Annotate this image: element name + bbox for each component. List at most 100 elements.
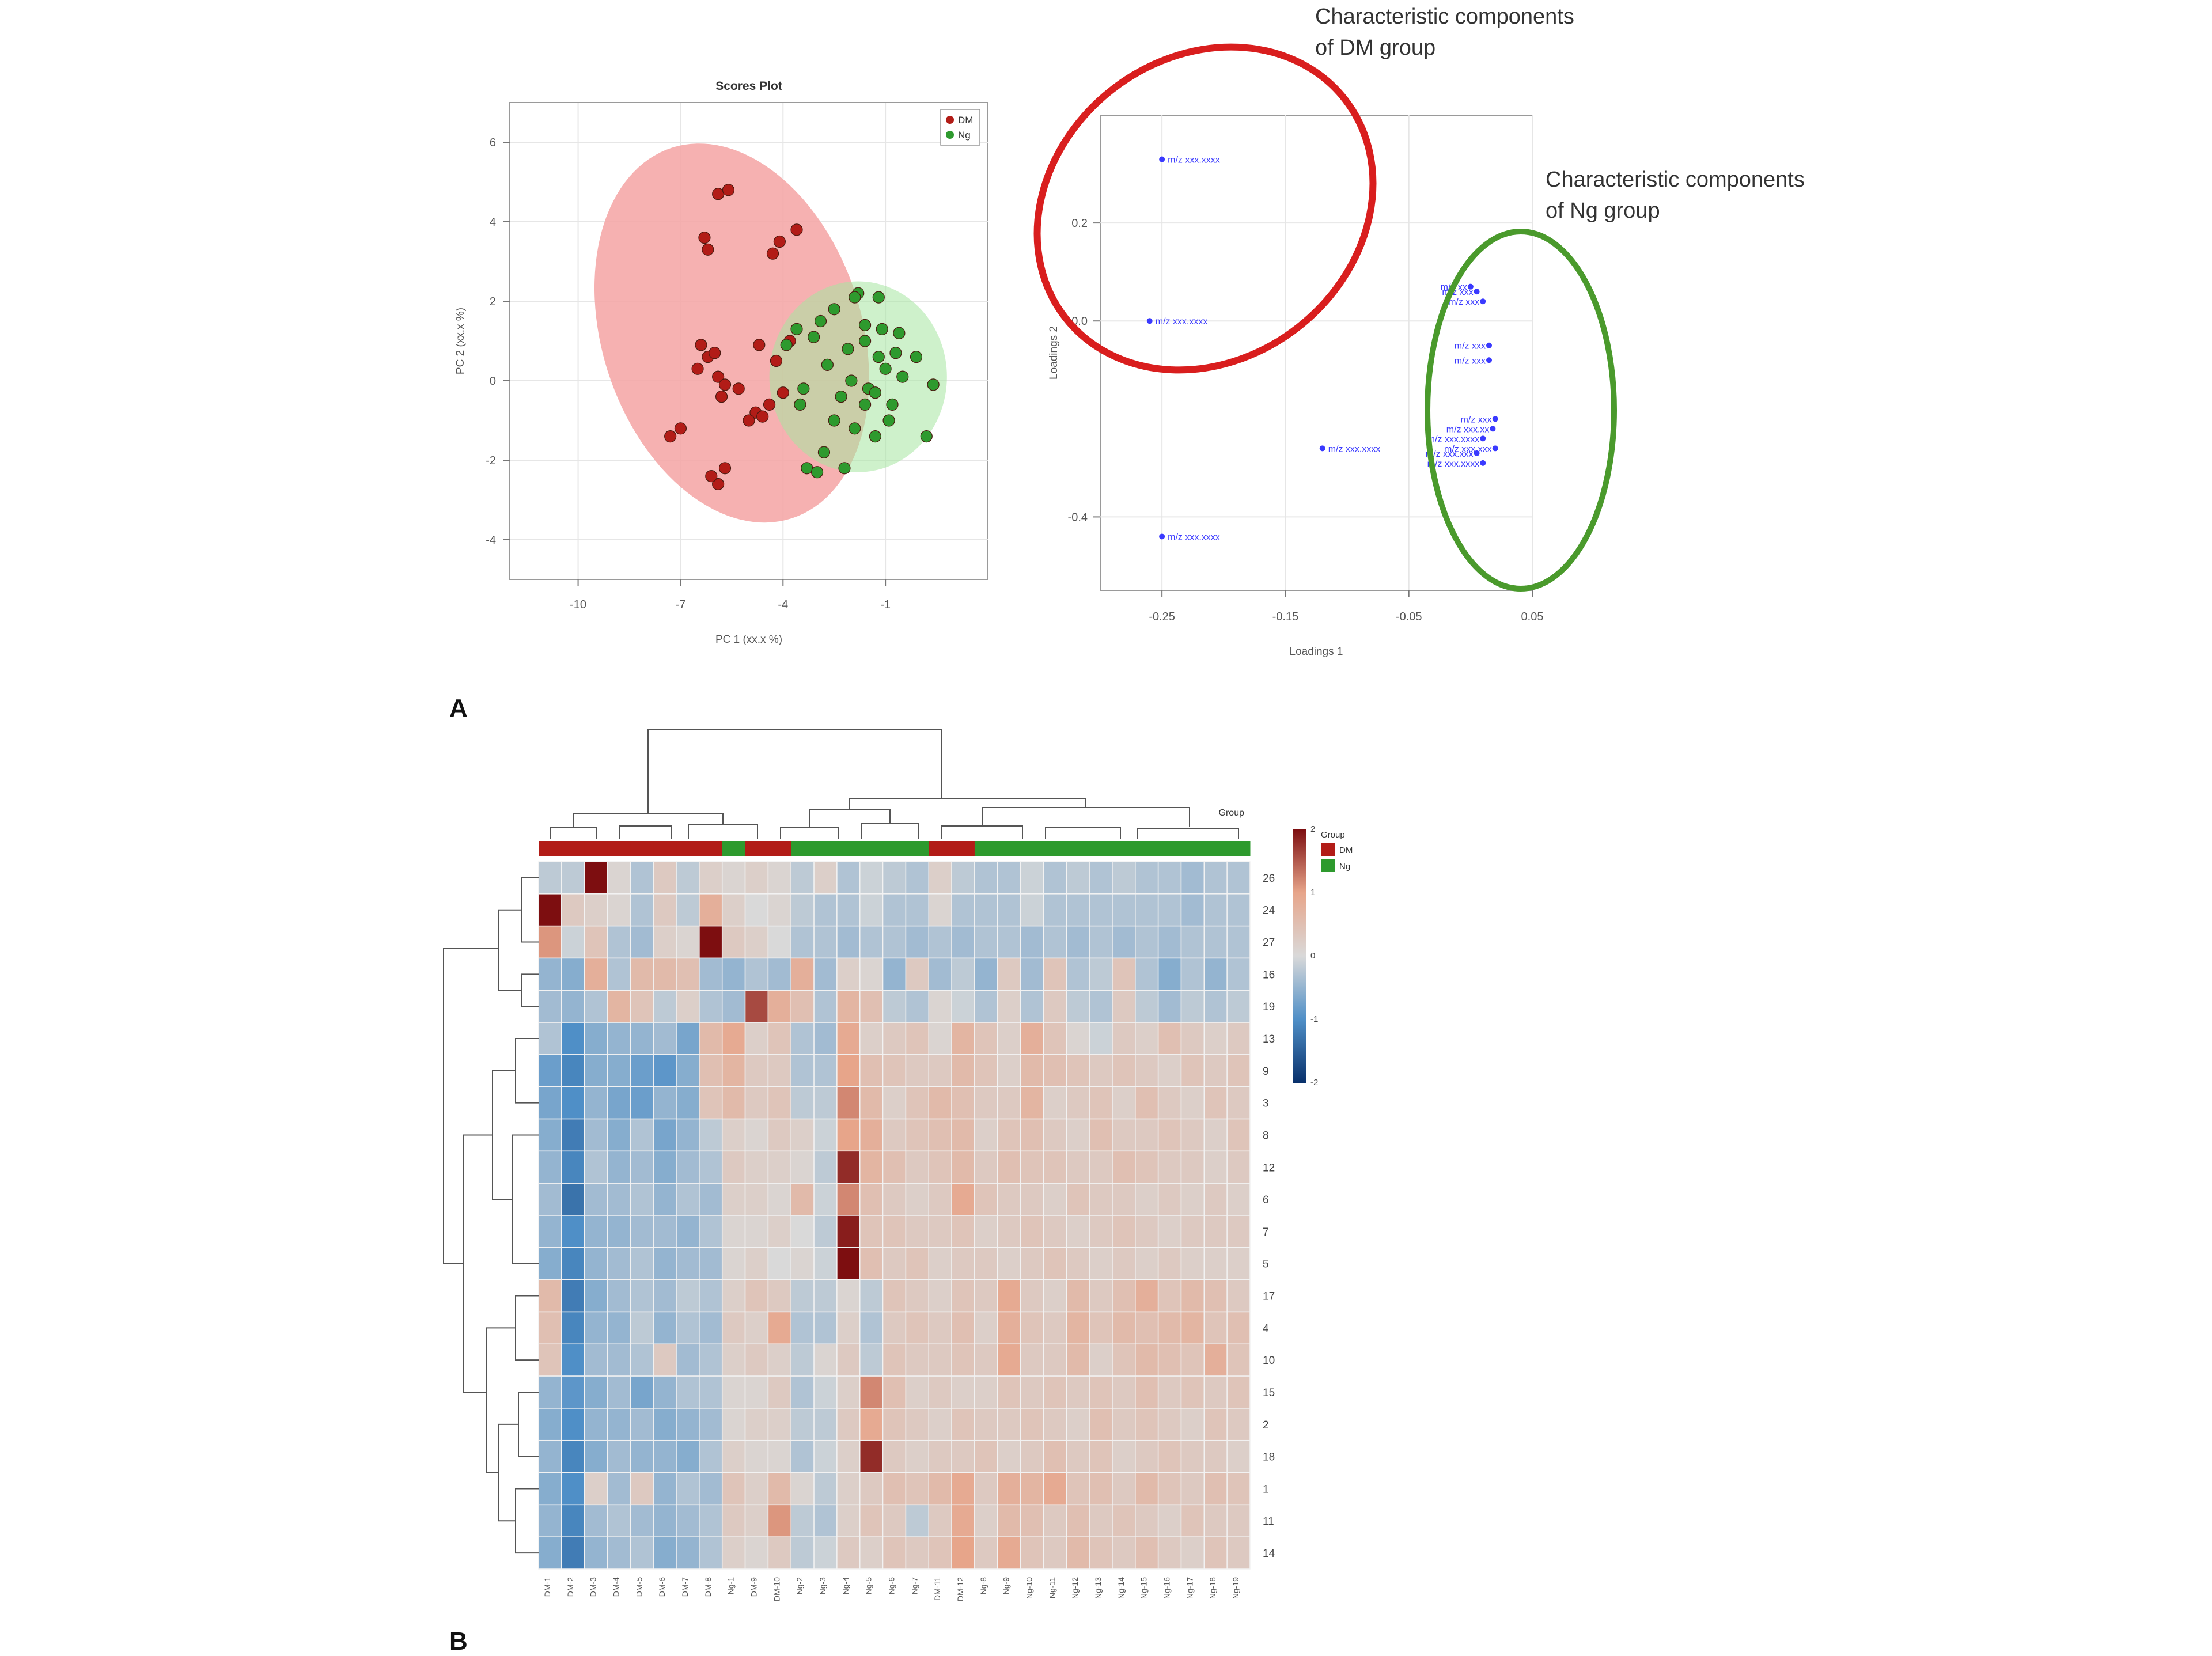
heatmap-cell	[1020, 1472, 1044, 1506]
scores-point-dm	[756, 410, 769, 423]
heatmap-cell	[997, 990, 1021, 1023]
heatmap-cell	[997, 925, 1021, 959]
heatmap-group-bar-cell	[836, 841, 861, 856]
heatmap-column-dendrogram-branch	[982, 807, 1190, 827]
heatmap-cell	[538, 1504, 562, 1537]
heatmap-cell	[538, 1215, 562, 1248]
heatmap-cell	[744, 861, 769, 895]
heatmap-column-label: Ng-7	[910, 1577, 919, 1595]
heatmap-cell	[1203, 1375, 1228, 1409]
heatmap-cell	[836, 861, 861, 895]
heatmap-cell	[790, 1279, 815, 1313]
heatmap-cell	[744, 1536, 769, 1570]
heatmap-cell	[630, 990, 654, 1023]
heatmap-cell	[928, 1215, 952, 1248]
heatmap-cell	[1020, 925, 1044, 959]
heatmap-cell	[974, 1536, 998, 1570]
heatmap-cell	[1180, 861, 1205, 895]
heatmap-cell	[859, 1215, 884, 1248]
heatmap-column-label: Ng-19	[1231, 1577, 1240, 1599]
heatmap-cell	[974, 1118, 998, 1152]
heatmap-cell	[813, 1536, 838, 1570]
heatmap-cell	[1180, 1408, 1205, 1441]
heatmap-cell	[790, 1150, 815, 1184]
dm-callout-ellipse	[1033, 43, 1377, 374]
heatmap-cell	[974, 893, 998, 927]
heatmap-cell	[1020, 893, 1044, 927]
scores-point-dm	[743, 414, 755, 427]
heatmap-cell	[721, 1215, 746, 1248]
heatmap-cell	[1157, 1022, 1182, 1055]
heatmap-cell	[1226, 1439, 1251, 1473]
heatmap-cell	[997, 1022, 1021, 1055]
panel-label-a: A	[449, 694, 468, 722]
heatmap-cell	[1226, 1215, 1251, 1248]
scores-point-dm	[674, 422, 687, 435]
heatmap-cell	[1112, 1343, 1136, 1377]
heatmap-cell	[584, 1472, 608, 1506]
loadings-point	[1474, 289, 1480, 295]
heatmap-cell	[813, 1183, 838, 1216]
heatmap-cell	[1043, 1375, 1067, 1409]
heatmap-cell	[836, 1343, 861, 1377]
heatmap-cell	[997, 893, 1021, 927]
heatmap-cell	[974, 1343, 998, 1377]
scores-point-ng	[872, 291, 885, 304]
heatmap-cell	[676, 1343, 700, 1377]
heatmap-cell	[561, 1183, 585, 1216]
heatmap-cell	[905, 1504, 930, 1537]
heatmap-cell	[790, 1408, 815, 1441]
heatmap-column-label: Ng-18	[1208, 1577, 1217, 1599]
heatmap-cell	[1226, 1504, 1251, 1537]
heatmap-cell	[1020, 1343, 1044, 1377]
heatmap-cell	[630, 1215, 654, 1248]
heatmap-cell	[653, 1504, 677, 1537]
heatmap-cell	[699, 1183, 723, 1216]
heatmap-cell	[699, 893, 723, 927]
heatmap-row-dendrogram-branch	[518, 1392, 539, 1457]
heatmap-cell	[1066, 1086, 1090, 1120]
loadings-point-label: m/z xxx.xxx	[1426, 449, 1474, 459]
heatmap-cell	[882, 1343, 907, 1377]
heatmap-cell	[607, 1183, 631, 1216]
heatmap-cell	[1226, 925, 1251, 959]
heatmap-cell	[882, 1472, 907, 1506]
heatmap-cell	[721, 1536, 746, 1570]
heatmap-cell	[1135, 1504, 1159, 1537]
heatmap-cell	[1066, 1343, 1090, 1377]
heatmap-column-dendrogram-branch	[619, 825, 672, 839]
heatmap-column-label: Ng-8	[979, 1577, 988, 1595]
heatmap-cell	[744, 1408, 769, 1441]
heatmap-cell	[1157, 1439, 1182, 1473]
heatmap-cell	[699, 1279, 723, 1313]
heatmap-row-label: 15	[1263, 1387, 1275, 1399]
heatmap-cell	[1089, 1279, 1113, 1313]
loadings-point	[1480, 460, 1486, 466]
heatmap-cell	[905, 1118, 930, 1152]
heatmap-column-label: Ng-9	[1002, 1577, 1011, 1595]
heatmap-cell	[744, 1054, 769, 1087]
heatmap-cell	[928, 1054, 952, 1087]
heatmap-cell	[676, 1536, 700, 1570]
heatmap-row-dendrogram-branch	[521, 877, 539, 943]
loadings-point-label: m/z xxx.xxxx	[1427, 459, 1480, 469]
heatmap-cell	[882, 1183, 907, 1216]
heatmap-cell	[859, 1439, 884, 1473]
heatmap-cell	[538, 1408, 562, 1441]
heatmap-cell	[538, 1439, 562, 1473]
heatmap-cell	[721, 925, 746, 959]
heatmap-cell	[1066, 1472, 1090, 1506]
heatmap-cell	[836, 925, 861, 959]
heatmap-cell	[836, 957, 861, 991]
heatmap-cell	[1203, 990, 1228, 1023]
heatmap-cell	[1089, 1247, 1113, 1280]
scores-point-ng	[817, 446, 831, 458]
heatmap-cell	[561, 1472, 585, 1506]
heatmap-cell	[1180, 1022, 1205, 1055]
heatmap-group-bar-cell	[607, 841, 631, 856]
heatmap-cell	[1020, 1054, 1044, 1087]
heatmap-group-bar-cell	[1020, 841, 1044, 856]
heatmap-cell	[1020, 1150, 1044, 1184]
scores-title: Scores Plot	[715, 79, 782, 93]
heatmap-cell	[1043, 1183, 1067, 1216]
